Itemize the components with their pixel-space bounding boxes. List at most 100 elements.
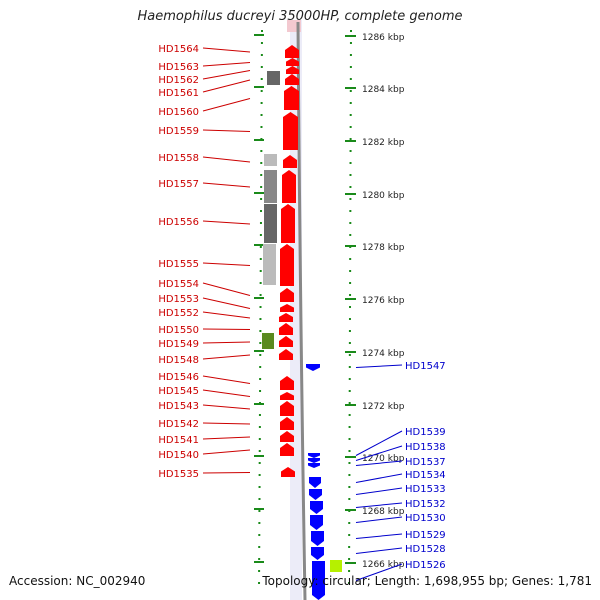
- feature-blocks: [262, 71, 342, 572]
- reverse-gene-leader: [355, 502, 403, 508]
- reverse-gene-leader: [355, 547, 403, 554]
- forward-gene-leader: [202, 341, 251, 344]
- forward-gene-label: HD1564: [158, 44, 199, 55]
- reverse-gene-arrow: [310, 515, 323, 530]
- forward-gene-leader: [202, 220, 251, 225]
- scale-tick-label: 1282 kbp: [362, 138, 405, 148]
- forward-gene-leader: [202, 129, 251, 132]
- scale-tick-label: 1266 kbp: [362, 560, 405, 570]
- forward-gene-arrow: [280, 244, 294, 286]
- reverse-gene-label: HD1547: [405, 361, 446, 372]
- forward-gene-arrow: [280, 401, 294, 416]
- reverse-gene-leader: [355, 460, 403, 466]
- reverse-gene-leader: [355, 533, 403, 539]
- forward-gene-leader: [202, 98, 251, 112]
- feature-block: [264, 204, 277, 243]
- forward-gene-arrow: [286, 66, 299, 74]
- reverse-gene-label: HD1526: [405, 560, 446, 571]
- reverse-gene-arrow: [308, 458, 320, 463]
- forward-gene-arrow: [280, 304, 294, 312]
- forward-gene-arrow: [285, 45, 299, 58]
- scale-tick-label: 1284 kbp: [362, 85, 405, 95]
- forward-gene-leader: [202, 328, 251, 330]
- reverse-gene-arrow: [306, 364, 320, 371]
- forward-gene-label: HD1549: [158, 339, 199, 350]
- forward-gene-label: HD1554: [158, 279, 199, 290]
- reverse-gene-arrow: [310, 501, 323, 514]
- reverse-gene-leader: [355, 487, 403, 495]
- reverse-gene-leader: [355, 563, 403, 581]
- forward-gene-label: HD1558: [158, 153, 199, 164]
- scale-tick-label: 1268 kbp: [362, 507, 405, 517]
- scale-tick-label: 1280 kbp: [362, 191, 405, 201]
- forward-gene-label: HD1553: [158, 294, 199, 305]
- forward-gene-arrow: [280, 443, 294, 456]
- reverse-gene-arrow: [309, 489, 322, 500]
- reverse-gene-leader: [355, 473, 403, 483]
- forward-gene-arrow: [283, 155, 297, 168]
- forward-genes: HD1564 HD1563 HD1562 HD1561 HD1560 HD1559 HD15…: [158, 44, 299, 480]
- forward-gene-arrow: [280, 376, 294, 390]
- reverse-gene-label: HD1533: [405, 484, 446, 495]
- forward-gene-arrow: [285, 74, 299, 85]
- reverse-gene-label: HD1528: [405, 544, 446, 555]
- right-guide-line: [348, 29, 352, 591]
- genome-title: Haemophilus ducreyi 35000HP, complete ge…: [137, 9, 463, 24]
- forward-gene-leader: [202, 311, 251, 319]
- feature-block: [262, 333, 274, 349]
- scale-tick-label: 1274 kbp: [362, 349, 405, 359]
- scale-tick-label: 1286 kbp: [362, 33, 405, 43]
- forward-gene-leader: [202, 262, 251, 266]
- forward-gene-leader: [202, 79, 251, 93]
- forward-gene-arrow: [279, 313, 293, 322]
- reverse-gene-arrow: [308, 453, 320, 458]
- forward-gene-leader: [202, 422, 251, 425]
- reverse-gene-arrow: [312, 561, 325, 600]
- forward-gene-label: HD1548: [158, 355, 199, 366]
- reverse-gene-label: HD1532: [405, 499, 446, 510]
- scale-tick-label: 1272 kbp: [362, 402, 405, 412]
- forward-gene-leader: [202, 354, 251, 360]
- feature-block: [263, 244, 276, 285]
- reverse-gene-arrow: [311, 531, 324, 546]
- forward-gene-label: HD1541: [158, 435, 199, 446]
- forward-gene-label: HD1557: [158, 179, 199, 190]
- forward-gene-label: HD1542: [158, 419, 199, 430]
- forward-gene-leader: [202, 156, 251, 163]
- feature-block: [330, 560, 342, 572]
- forward-gene-label: HD1550: [158, 325, 199, 336]
- forward-gene-arrow: [279, 323, 293, 335]
- reverse-gene-label: HD1539: [405, 427, 446, 438]
- feature-block: [264, 170, 277, 203]
- forward-gene-arrow: [284, 86, 299, 110]
- forward-gene-leader: [202, 389, 251, 397]
- reverse-gene-label: HD1534: [405, 470, 446, 481]
- forward-gene-arrow: [281, 204, 295, 243]
- reverse-gene-label: HD1530: [405, 513, 446, 524]
- reverse-genes: HD1547 HD1539 HD1538 HD1537 HD1534 HD1533 HD15…: [306, 361, 446, 600]
- forward-gene-arrow: [280, 417, 294, 430]
- forward-gene-leader: [202, 47, 251, 53]
- forward-gene-label: HD1560: [158, 107, 199, 118]
- forward-gene-leader: [202, 182, 251, 188]
- feature-block: [264, 154, 277, 166]
- forward-gene-arrow: [283, 112, 298, 150]
- forward-gene-arrow: [279, 336, 293, 347]
- scale-tick-label: 1270 kbp: [362, 454, 405, 464]
- reverse-gene-arrow: [308, 463, 320, 468]
- forward-gene-arrow: [286, 58, 299, 66]
- left-guide-line: [258, 29, 263, 591]
- forward-gene-leader: [202, 70, 251, 80]
- forward-gene-label: HD1556: [158, 217, 199, 228]
- reverse-gene-leader: [355, 516, 403, 523]
- forward-gene-label: HD1543: [158, 401, 199, 412]
- forward-gene-label: HD1563: [158, 62, 199, 73]
- forward-gene-leader: [202, 436, 251, 440]
- forward-gene-label: HD1545: [158, 386, 199, 397]
- feature-block: [267, 71, 280, 85]
- forward-gene-label: HD1540: [158, 450, 199, 461]
- forward-gene-leader: [202, 449, 251, 455]
- scale-ticks: 1286 kbp 1284 kbp 1282 kbp 1280 kbp 1278 kbp…: [254, 33, 405, 570]
- forward-gene-label: HD1552: [158, 308, 199, 319]
